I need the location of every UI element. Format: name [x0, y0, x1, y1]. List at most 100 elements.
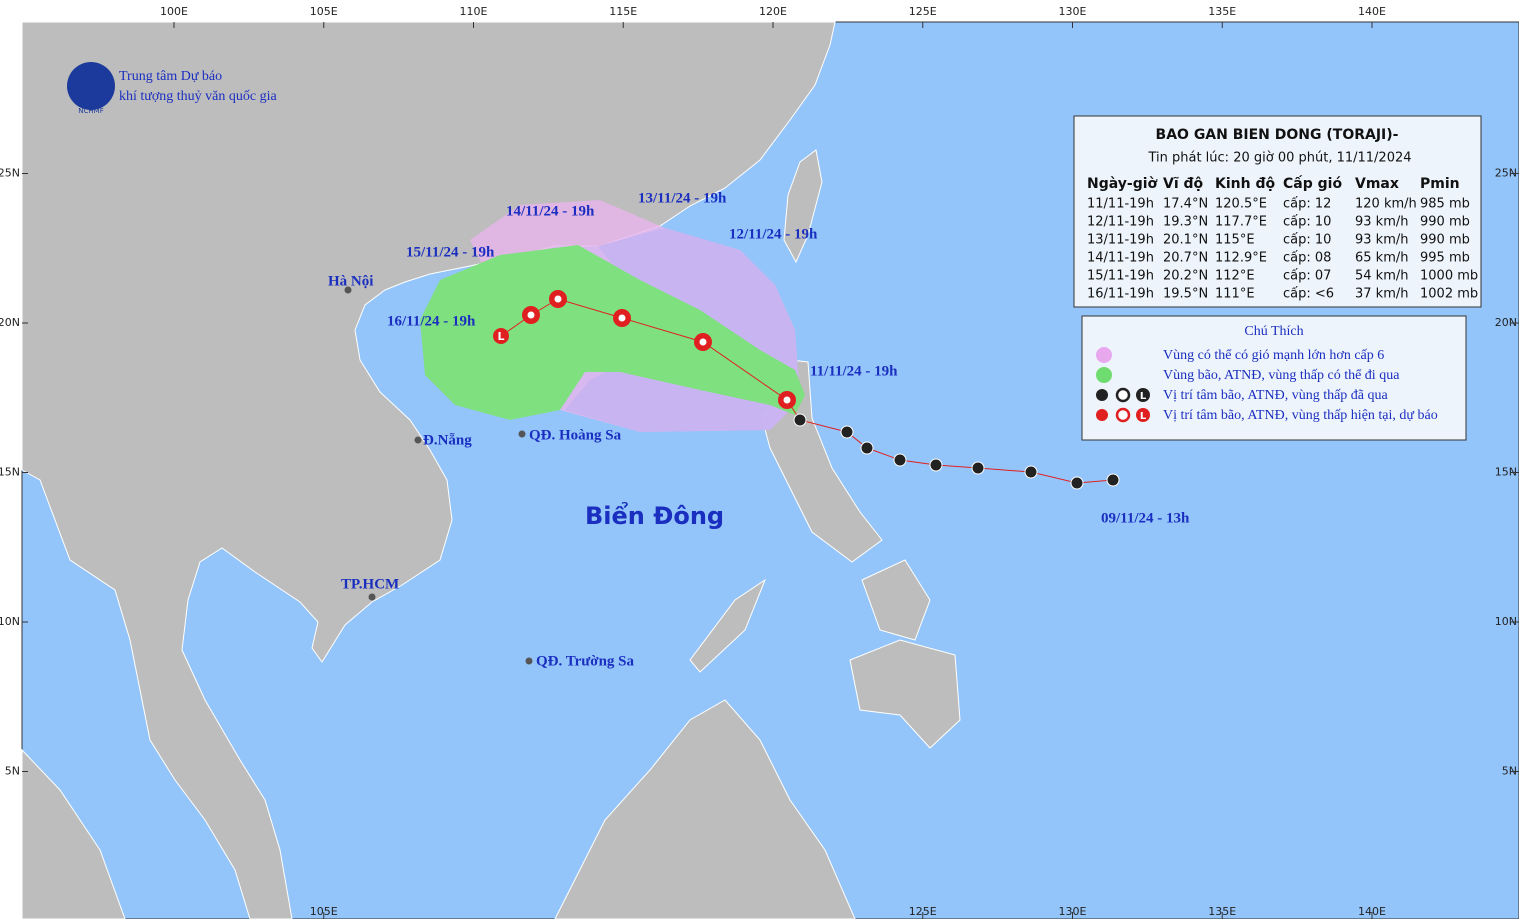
place-label: Hà Nội [328, 273, 373, 289]
forecast-eye [618, 314, 626, 322]
table-cell: 985 mb [1420, 197, 1470, 212]
lat-label: 25N [0, 167, 20, 180]
lon-label: 120E [759, 5, 787, 18]
forecast-eye [699, 338, 707, 346]
lon-label: 135E [1208, 5, 1236, 18]
past-position [1106, 473, 1120, 487]
table-cell: 65 km/h [1355, 251, 1409, 266]
table-cell: 112°E [1215, 269, 1255, 284]
track-label: 11/11/24 - 19h [810, 363, 898, 379]
table-cell: cấp: 08 [1283, 251, 1331, 266]
table-cell: 16/11-19h [1087, 287, 1154, 302]
track-label: 15/11/24 - 19h [406, 244, 495, 260]
axes: 100E 105E 110E 115E 120E 125E 130E 135E 140E 105E… [0, 5, 1519, 919]
lat-label: 10N [1495, 615, 1517, 628]
legend-title: Chú Thích [1244, 324, 1303, 339]
legend-current-icons: L [1096, 407, 1150, 423]
borneo [554, 699, 856, 920]
lon-label: 125E [909, 905, 937, 918]
lon-label: 130E [1059, 905, 1087, 918]
table-cell: 120.5°E [1215, 197, 1267, 212]
lat-label: 15N [0, 466, 20, 479]
icon [1096, 409, 1108, 421]
lon-label: 140E [1358, 905, 1386, 918]
table-cell: 117.7°E [1215, 215, 1267, 230]
table-cell: 115°E [1215, 233, 1255, 248]
city-dot [525, 657, 533, 665]
lon-label: 100E [160, 5, 188, 18]
table-cell: 17.4°N [1163, 197, 1208, 212]
legend-swatch [1096, 347, 1112, 363]
past-position [971, 461, 985, 475]
low-letter: L [497, 330, 504, 343]
bulletin-title: BAO GAN BIEN DONG (TORAJI)- [1156, 127, 1399, 143]
table-cell: 20.2°N [1163, 269, 1208, 284]
legend-swatch [1096, 367, 1112, 383]
bulletin-table: Ngày-giờ Vĩ độ Kinh độ Cấp gió Vmax Pmin 11/11… [1087, 175, 1478, 302]
legend-item: Vị trí tâm bão, ATNĐ, vùng thấp hiện tại… [1163, 408, 1438, 423]
table-cell: cấp: 07 [1283, 269, 1331, 284]
icon-letter: L [1140, 391, 1147, 402]
forecast-eye [527, 311, 535, 319]
lat-label: 20N [1495, 316, 1517, 329]
table-cell: 112.9°E [1215, 251, 1267, 266]
bulletin: BAO GAN BIEN DONG (TORAJI)- Tin phát lúc… [1073, 115, 1482, 308]
table-cell: 12/11-19h [1087, 215, 1154, 230]
lon-label: 105E [310, 5, 338, 18]
table-cell: 1000 mb [1420, 269, 1478, 284]
mindanao [849, 639, 961, 749]
past-position [860, 441, 874, 455]
table-cell: 1002 mb [1420, 287, 1478, 302]
visayas [861, 559, 931, 641]
place-label: QĐ. Hoàng Sa [529, 427, 622, 443]
place-label: QĐ. Trường Sa [536, 653, 635, 669]
bulletin-box [1073, 115, 1482, 308]
legend-item: Vùng có thể có gió mạnh lớn hơn cấp 6 [1163, 348, 1384, 363]
forecast-cone [420, 200, 805, 432]
taiwan [783, 149, 823, 264]
forecast-eye [783, 396, 791, 404]
table-cell: cấp: <6 [1283, 287, 1334, 302]
lon-label: 140E [1358, 5, 1386, 18]
forecast-eye [554, 295, 562, 303]
place-label: TP.HCM [341, 576, 399, 592]
lat-label: 15N [1495, 466, 1517, 479]
icon [1115, 407, 1131, 423]
lat-label: 5N [5, 765, 20, 778]
org-line: khí tượng thuỷ văn quốc gia [119, 89, 277, 104]
city-dot [344, 286, 352, 294]
lat-label: 10N [0, 615, 20, 628]
lat-label: 20N [0, 316, 20, 329]
table-header: Kinh độ [1215, 176, 1275, 192]
table-cell: 19.3°N [1163, 215, 1208, 230]
forecast-positions: L [493, 290, 796, 409]
past-position [840, 425, 854, 439]
table-cell: 20.7°N [1163, 251, 1208, 266]
lat-label: 25N [1495, 167, 1517, 180]
icon [1096, 389, 1108, 401]
lat-label: 5N [1502, 765, 1517, 778]
past-position [793, 413, 807, 427]
lon-label: 135E [1208, 905, 1236, 918]
table-header: Cấp gió [1283, 175, 1342, 192]
track-label: 09/11/24 - 13h [1101, 510, 1190, 526]
lon-label: 130E [1059, 5, 1087, 18]
legend-item: Vùng bão, ATNĐ, vùng thấp có thể đi qua [1163, 368, 1400, 383]
sumatra [21, 748, 126, 920]
table-cell: cấp: 10 [1283, 215, 1331, 230]
table-cell: 14/11-19h [1087, 251, 1154, 266]
table-cell: 54 km/h [1355, 269, 1409, 284]
icon [1136, 408, 1150, 422]
legend: Chú Thích Vùng có thể có gió mạnh lớn hơ… [1081, 315, 1467, 441]
city-dot [518, 430, 526, 438]
table-cell: 20.1°N [1163, 233, 1208, 248]
city-dot [368, 593, 376, 601]
table-header: Vmax [1355, 176, 1399, 192]
city-dot [414, 436, 422, 444]
table-cell: cấp: 12 [1283, 197, 1331, 212]
table-cell: 990 mb [1420, 215, 1470, 230]
track-label: 14/11/24 - 19h [506, 203, 595, 219]
logo-circle [67, 62, 115, 110]
table-cell: 93 km/h [1355, 233, 1409, 248]
